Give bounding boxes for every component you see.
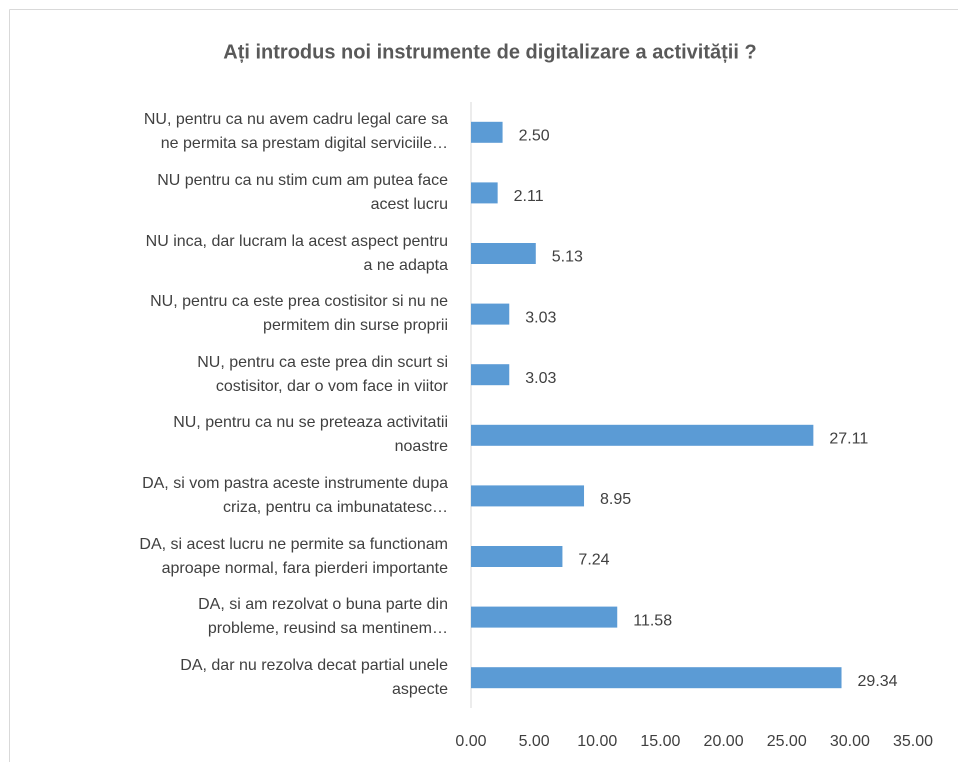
x-tick-label: 20.00 — [704, 733, 744, 750]
x-tick-label: 30.00 — [830, 733, 870, 750]
x-tick-label: 35.00 — [893, 733, 933, 750]
bar — [471, 546, 563, 567]
y-tick-label: DA, si vom pastra aceste instrumente dup… — [142, 474, 448, 516]
y-tick-label: DA, si acest lucru ne permite sa functio… — [139, 535, 448, 577]
data-label: 27.11 — [829, 431, 868, 448]
bar — [471, 485, 585, 507]
bar — [471, 667, 842, 689]
bar — [471, 243, 536, 264]
x-tick-label: 0.00 — [455, 733, 486, 750]
data-label: 3.03 — [525, 370, 556, 387]
y-tick-label: NU, pentru ca este prea costisitor si nu… — [150, 293, 448, 335]
x-tick-label: 25.00 — [767, 733, 807, 750]
y-tick-label: NU inca, dar lucram la acest aspect pent… — [145, 232, 448, 274]
bar — [471, 424, 814, 446]
x-tick-label: 5.00 — [519, 733, 550, 750]
data-label: 2.11 — [514, 188, 544, 205]
x-tick-label: 15.00 — [640, 733, 680, 750]
bar — [471, 364, 510, 386]
bar — [471, 606, 618, 628]
data-label: 11.58 — [633, 612, 672, 629]
y-tick-label: NU pentru ca nu stim cum am putea face a… — [157, 171, 448, 213]
y-tick-label: NU, pentru ca nu avem cadru legal care s… — [143, 111, 448, 153]
y-tick-label: DA, dar nu rezolva decat partial unele a… — [180, 656, 448, 698]
data-label: 2.50 — [519, 128, 550, 145]
y-tick-label: DA, si am rezolvat o buna parte din prob… — [198, 596, 448, 638]
chart-title: Ați introdus noi instrumente de digitali… — [223, 41, 756, 63]
data-label: 29.34 — [858, 673, 898, 690]
data-label: 7.24 — [578, 552, 609, 569]
x-tick-label: 10.00 — [577, 733, 617, 750]
data-label: 8.95 — [600, 491, 631, 508]
y-tick-label: NU, pentru ca este prea din scurt si cos… — [197, 353, 448, 395]
bar — [471, 303, 510, 325]
bar — [471, 182, 498, 204]
bar — [471, 121, 503, 143]
data-label: 5.13 — [552, 249, 583, 266]
data-label: 3.03 — [525, 309, 556, 326]
y-tick-label: NU, pentru ca nu se preteaza activitatii… — [173, 414, 448, 456]
